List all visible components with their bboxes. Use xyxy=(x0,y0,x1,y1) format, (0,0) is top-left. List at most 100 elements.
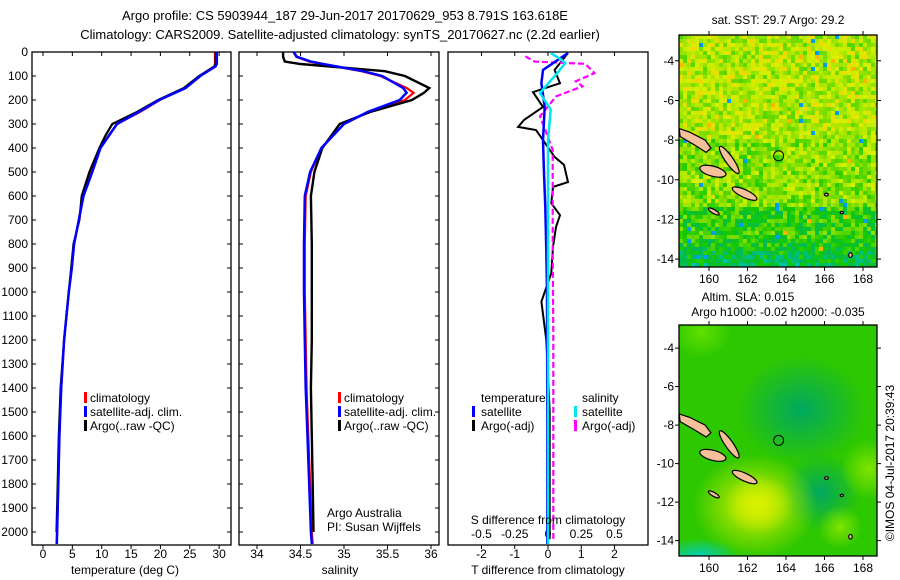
sst-cell xyxy=(831,215,835,219)
sst-cell xyxy=(715,79,719,83)
sst-cell xyxy=(759,203,763,207)
sst-cell xyxy=(679,255,683,259)
sst-cell xyxy=(811,143,815,147)
sst-cell xyxy=(843,223,847,227)
sst-cell xyxy=(779,127,783,131)
sst-cell xyxy=(847,215,851,219)
sst-cell xyxy=(747,211,751,215)
sst-cell xyxy=(783,203,787,207)
sst-cell xyxy=(739,147,743,151)
sst-cell xyxy=(763,107,767,111)
sst-cell xyxy=(791,243,795,247)
sst-cell xyxy=(803,123,807,127)
sst-cell xyxy=(783,259,787,263)
depth-tick-label: 200 xyxy=(8,93,28,107)
sst-cell xyxy=(751,87,755,91)
sst-cell xyxy=(707,247,711,251)
sst-cell xyxy=(735,223,739,227)
sst-cell xyxy=(839,103,843,107)
sst-cell xyxy=(779,191,783,195)
sst-cell xyxy=(835,107,839,111)
sst-cell xyxy=(767,67,771,71)
sst-cell xyxy=(779,147,783,151)
sst-cell xyxy=(867,147,871,151)
sst-cell xyxy=(831,39,835,43)
sst-cell xyxy=(735,55,739,59)
sst-cell xyxy=(827,67,831,71)
sst-cell xyxy=(731,131,735,135)
sst-cell xyxy=(695,127,699,131)
sst-cell xyxy=(867,255,871,259)
sst-cell xyxy=(859,139,863,143)
sst-cell xyxy=(823,251,827,255)
sst-cell xyxy=(763,239,767,243)
sst-cell xyxy=(743,239,747,243)
sst-cell xyxy=(711,199,715,203)
legend-satellite: satellite-adj. clim. xyxy=(344,405,436,419)
sst-cell xyxy=(799,151,803,155)
sst-cell xyxy=(783,43,787,47)
title-line2: Climatology: CARS2009. Satellite-adjuste… xyxy=(80,27,600,42)
t-diff-argo xyxy=(516,52,570,540)
sst-cell xyxy=(819,99,823,103)
sst-cell xyxy=(811,35,815,39)
sst-cell xyxy=(755,95,759,99)
sst-cell xyxy=(779,143,783,147)
sst-cell xyxy=(759,223,763,227)
sst-cell xyxy=(703,63,707,67)
sst-cell xyxy=(751,147,755,151)
sst-cell xyxy=(863,115,867,119)
profile-argo xyxy=(55,52,217,533)
sst-cell xyxy=(775,203,779,207)
sst-cell xyxy=(863,35,867,39)
sst-cell xyxy=(719,235,723,239)
sst-cell xyxy=(851,95,855,99)
sst-cell xyxy=(755,35,759,39)
sst-cell xyxy=(875,75,877,79)
sst-cell xyxy=(711,103,715,107)
sst-cell xyxy=(691,219,695,223)
sst-cell xyxy=(731,115,735,119)
sst-cell xyxy=(863,83,867,87)
sst-cell xyxy=(779,99,783,103)
sst-cell xyxy=(683,263,687,267)
sst-cell xyxy=(815,215,819,219)
sst-cell xyxy=(711,215,715,219)
sst-cell xyxy=(743,135,747,139)
sst-cell xyxy=(863,135,867,139)
sst-cell xyxy=(875,131,877,135)
sst-cell xyxy=(727,255,731,259)
sst-cell xyxy=(739,239,743,243)
sst-cell xyxy=(799,75,803,79)
sst-cell xyxy=(855,59,859,63)
sst-cell xyxy=(835,111,839,115)
sst-cell xyxy=(699,251,703,255)
sst-cell xyxy=(771,239,775,243)
sst-cell xyxy=(775,127,779,131)
sst-cell xyxy=(859,251,863,255)
sst-cell xyxy=(823,259,827,263)
sst-cell xyxy=(807,191,811,195)
sst-cell xyxy=(791,43,795,47)
sst-cell xyxy=(815,259,819,263)
sst-cell xyxy=(827,99,831,103)
sst-cell xyxy=(871,123,875,127)
sst-cell xyxy=(871,127,875,131)
sst-cell xyxy=(811,211,815,215)
legend-t-satellite: satellite xyxy=(481,405,522,419)
sst-cell xyxy=(695,35,699,39)
sst-cell xyxy=(855,151,859,155)
sst-cell xyxy=(823,171,827,175)
sst-cell xyxy=(859,47,863,51)
sst-cell xyxy=(847,67,851,71)
sst-cell xyxy=(735,175,739,179)
sst-cell xyxy=(707,111,711,115)
sst-cell xyxy=(691,227,695,231)
sst-cell xyxy=(743,147,747,151)
sst-cell xyxy=(699,39,703,43)
sst-cell xyxy=(863,127,867,131)
sst-cell xyxy=(767,47,771,51)
sst-cell xyxy=(771,35,775,39)
sst-cell xyxy=(811,219,815,223)
sst-cell xyxy=(867,43,871,47)
